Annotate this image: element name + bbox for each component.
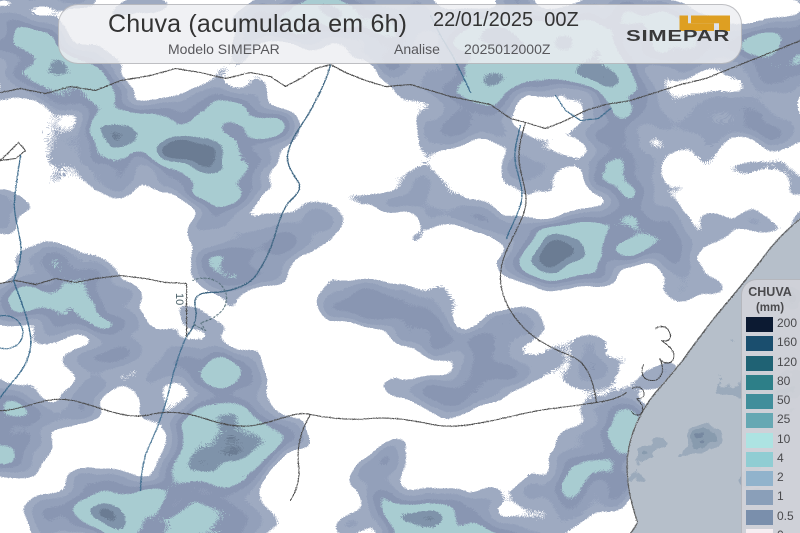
svg-text:SIMEPAR: SIMEPAR — [626, 28, 730, 45]
